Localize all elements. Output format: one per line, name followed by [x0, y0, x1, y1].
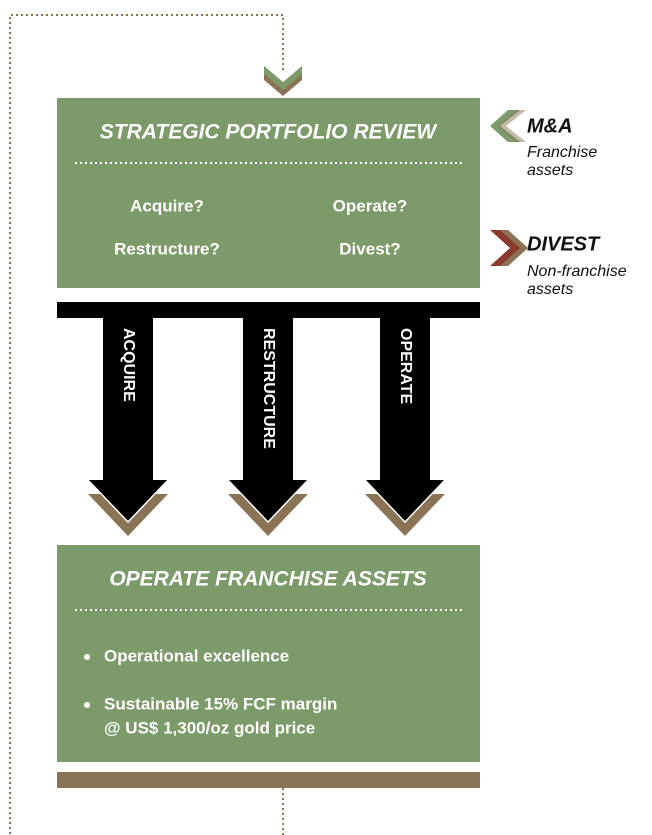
review-title: STRATEGIC PORTFOLIO REVIEW	[100, 121, 439, 144]
side-line: assets	[527, 281, 573, 298]
bullet-dot	[84, 702, 90, 708]
side-title: M&A	[527, 115, 573, 137]
bullet-text: Sustainable 15% FCF margin	[104, 694, 337, 713]
arrow-shadow	[88, 494, 168, 536]
arrow-edge	[227, 479, 309, 524]
option: Acquire?	[130, 196, 204, 215]
arrow-bar	[57, 302, 480, 318]
arrow-shadow	[365, 494, 445, 536]
ma-chevron	[490, 110, 520, 142]
bullet-dot	[84, 654, 90, 660]
arrow-shadow	[228, 494, 308, 536]
bullet-text: @ US$ 1,300/oz gold price	[104, 718, 315, 737]
loop-chevron	[264, 66, 302, 90]
arrow	[365, 318, 445, 522]
ma-chevron	[498, 110, 526, 142]
side-line: Non-franchise	[527, 263, 627, 280]
arrow	[228, 318, 308, 522]
base-bar	[57, 772, 480, 788]
option: Divest?	[339, 239, 400, 258]
loop-line	[9, 14, 284, 835]
arrow-edge	[364, 479, 446, 524]
side-line: Franchise	[527, 144, 597, 161]
loop-chevron	[264, 70, 302, 96]
divest-chevron	[490, 230, 520, 266]
review-box	[57, 98, 480, 288]
arrow-edge	[87, 479, 169, 524]
operate-box	[57, 545, 480, 762]
operate-title: OPERATE FRANCHISE ASSETS	[109, 568, 426, 591]
option: Operate?	[333, 196, 408, 215]
side-line: assets	[527, 162, 573, 179]
arrow	[88, 318, 168, 522]
arrow-label: RESTRUCTURE	[260, 328, 277, 449]
arrow-label: OPERATE	[397, 328, 414, 404]
side-title: DIVEST	[527, 233, 601, 255]
bullet-text: Operational excellence	[104, 646, 289, 665]
divest-chevron	[498, 230, 528, 266]
option: Restructure?	[114, 239, 220, 258]
arrow-label: ACQUIRE	[120, 328, 137, 402]
